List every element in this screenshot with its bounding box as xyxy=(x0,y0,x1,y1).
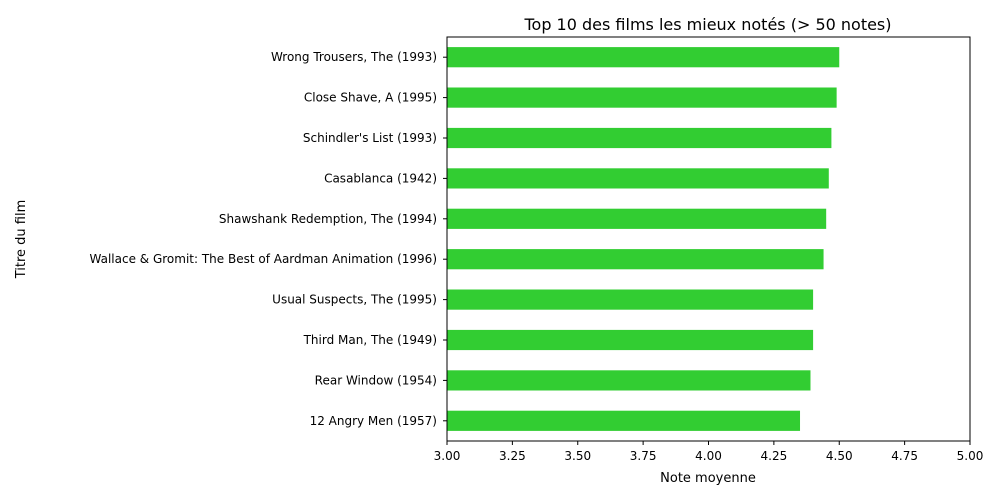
x-tick-label: 5.00 xyxy=(957,449,984,463)
bar xyxy=(447,370,811,391)
x-tick-label: 3.25 xyxy=(499,449,526,463)
y-tick-label: Close Shave, A (1995) xyxy=(304,91,437,105)
y-axis-label: Titre du film xyxy=(14,200,29,280)
x-tick-label: 3.50 xyxy=(564,449,591,463)
x-tick-label: 4.50 xyxy=(826,449,853,463)
x-axis-ticks: 3.00 3.25 3.50 3.75 4.00 4.25 4.50 4.75 5.00 xyxy=(434,441,984,463)
x-tick-label: 3.00 xyxy=(434,449,461,463)
x-tick-label: 4.25 xyxy=(761,449,788,463)
y-axis-ticks: Wrong Trousers, The (1993) Close Shave, A… xyxy=(90,50,447,428)
bars-group xyxy=(447,47,840,431)
y-tick-label: Usual Suspects, The (1995) xyxy=(272,293,437,307)
chart-title: Top 10 des films les mieux notés (> 50 n… xyxy=(523,15,891,34)
x-axis-label: Note moyenne xyxy=(660,471,756,486)
y-tick-label: Wrong Trousers, The (1993) xyxy=(271,50,437,64)
x-tick-label: 4.00 xyxy=(695,449,722,463)
bar xyxy=(447,208,827,229)
bar xyxy=(447,410,801,431)
y-tick-label: Schindler's List (1993) xyxy=(303,131,437,145)
y-tick-label: Third Man, The (1949) xyxy=(303,333,437,347)
bar xyxy=(447,168,829,189)
y-tick-label: Casablanca (1942) xyxy=(324,171,437,185)
bar xyxy=(447,87,837,108)
bar xyxy=(447,249,824,270)
y-tick-label: Rear Window (1954) xyxy=(315,373,437,387)
y-tick-label: Wallace & Gromit: The Best of Aardman An… xyxy=(90,252,438,266)
y-tick-label: Shawshank Redemption, The (1994) xyxy=(219,212,437,226)
bar xyxy=(447,127,832,149)
bar xyxy=(447,289,814,310)
x-tick-label: 4.75 xyxy=(891,449,918,463)
bar xyxy=(447,329,814,351)
x-tick-label: 3.75 xyxy=(630,449,657,463)
y-tick-label: 12 Angry Men (1957) xyxy=(310,414,437,428)
bar xyxy=(447,47,840,68)
